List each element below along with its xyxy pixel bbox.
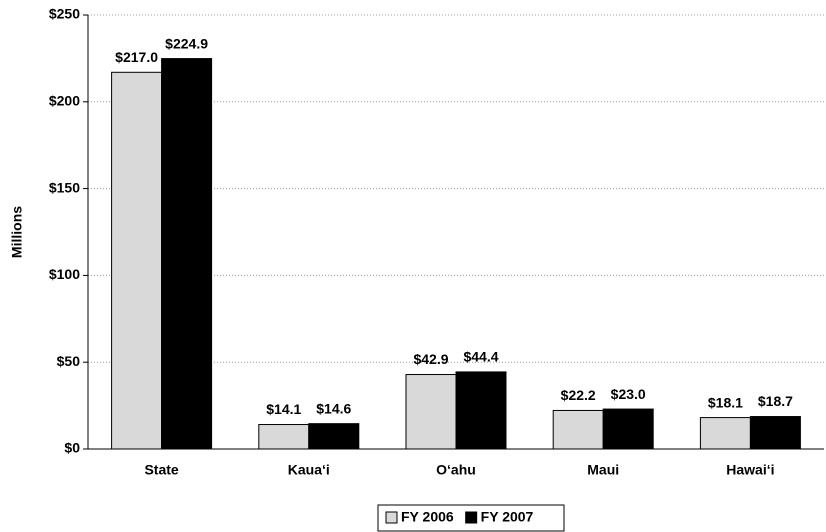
x-tick-label: O‘ahu <box>436 462 476 478</box>
y-axis-label: Millions <box>9 206 25 258</box>
bar <box>308 423 360 450</box>
legend-label: FY 2006 <box>401 509 454 525</box>
bar <box>258 424 310 450</box>
bar <box>111 71 163 450</box>
legend-label: FY 2007 <box>481 509 534 525</box>
value-label: $14.1 <box>266 401 301 417</box>
bar <box>405 374 457 450</box>
bar <box>602 408 654 450</box>
x-tick-label: Maui <box>587 462 619 478</box>
legend-swatch <box>465 511 478 524</box>
value-label: $42.9 <box>413 351 448 367</box>
value-label: $18.7 <box>758 393 793 409</box>
bar <box>699 417 751 450</box>
y-tick-label: $50 <box>57 353 81 369</box>
value-label: $224.9 <box>165 35 208 51</box>
legend-swatch <box>385 511 398 524</box>
legend-box <box>377 504 565 532</box>
x-tick-label: State <box>144 462 178 478</box>
value-label: $14.6 <box>316 400 351 416</box>
value-label: $22.2 <box>561 387 596 403</box>
bar <box>552 409 604 450</box>
x-tick-label: Hawai‘i <box>726 462 774 478</box>
y-tick-label: $0 <box>64 440 80 456</box>
value-label: $44.4 <box>463 349 498 365</box>
value-label: $18.1 <box>708 394 743 410</box>
bar <box>161 58 213 450</box>
y-tick-label: $200 <box>49 93 80 109</box>
y-tick-label: $250 <box>49 6 80 22</box>
y-tick-label: $150 <box>49 179 80 195</box>
value-label: $23.0 <box>611 386 646 402</box>
value-label: $217.0 <box>115 49 158 65</box>
x-tick-label: Kaua‘i <box>288 462 330 478</box>
bar <box>455 371 507 450</box>
y-tick-label: $100 <box>49 266 80 282</box>
bar <box>749 416 801 450</box>
